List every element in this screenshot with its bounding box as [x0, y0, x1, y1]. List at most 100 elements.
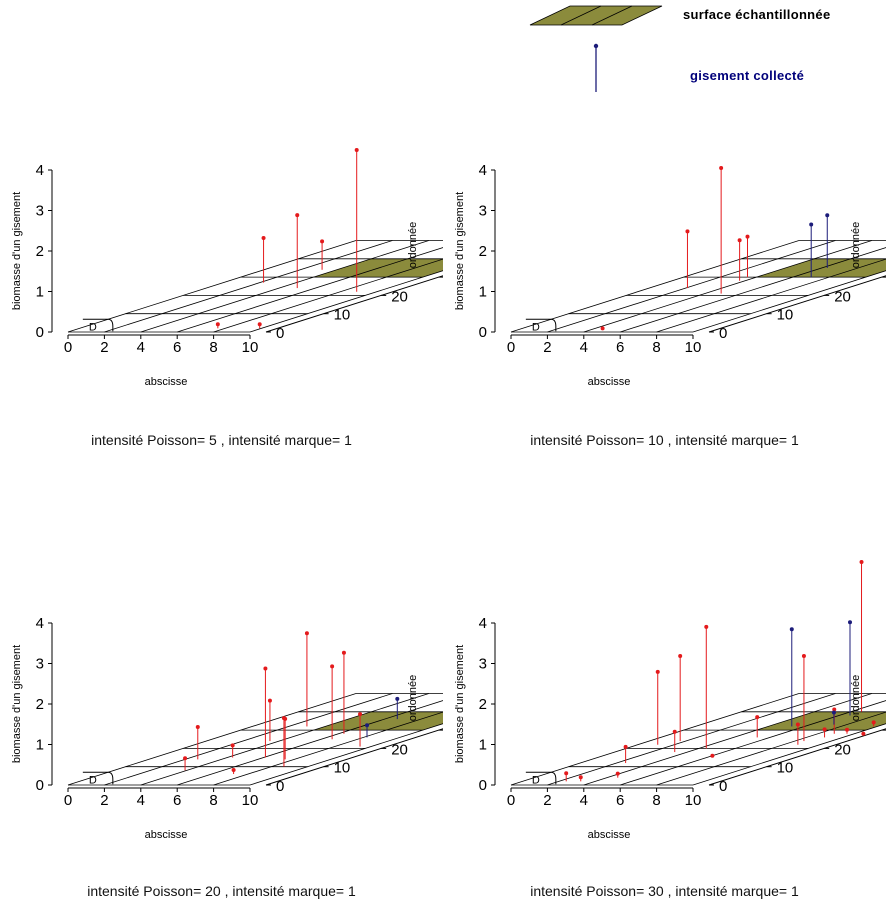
legend-graphics — [529, 5, 663, 92]
grid-line-x — [510, 240, 800, 333]
chart-caption-1: intensité Poisson= 5 , intensité marque=… — [91, 432, 352, 448]
x-axis-title: abscisse — [145, 829, 188, 841]
grid-line-x — [583, 240, 872, 333]
data-point — [859, 559, 864, 564]
grid-line-x — [104, 240, 393, 333]
y-axis-title: biomasse d'un gisement — [11, 645, 23, 763]
z-tick-label: 2 — [479, 243, 487, 260]
legend-collected-label: gisement collecté — [690, 68, 805, 83]
y-tick-label: 20 — [834, 288, 851, 305]
grid-line-x — [213, 711, 443, 786]
chart-caption-2: intensité Poisson= 10 , intensité marque… — [530, 432, 799, 448]
grid-line-x — [140, 240, 429, 333]
y-depth-axis-line — [265, 728, 443, 786]
z-tick-label: 3 — [36, 656, 44, 673]
data-point — [795, 722, 800, 727]
x-tick-label: 0 — [64, 339, 72, 356]
chart-caption-4: intensité Poisson= 30 , intensité marque… — [530, 883, 799, 899]
y-tick-label: 10 — [334, 760, 351, 777]
data-point — [655, 669, 660, 674]
y-tick-label: 10 — [334, 307, 351, 324]
data-point — [261, 236, 266, 241]
x-axis-title: abscisse — [145, 376, 188, 388]
z-axis-title: ordonnée — [850, 675, 862, 722]
region-d-label: D — [532, 321, 540, 333]
z-tick-label: 0 — [479, 777, 487, 794]
grid-line-x — [510, 693, 800, 786]
legend-swatch-divider-2 — [591, 5, 633, 26]
region-d-outline — [82, 318, 114, 332]
y-tick-label: 10 — [777, 307, 794, 324]
data-point — [755, 715, 760, 720]
data-point — [330, 664, 335, 669]
x-tick-label: 2 — [100, 792, 108, 809]
region-d-outline — [82, 771, 114, 785]
data-point — [678, 654, 683, 659]
y-tick-label: 0 — [719, 778, 727, 795]
x-tick-label: 6 — [173, 792, 181, 809]
data-point — [737, 238, 742, 243]
data-point — [267, 698, 272, 703]
data-point — [623, 744, 628, 749]
data-point — [719, 166, 724, 171]
data-point — [230, 743, 235, 748]
y-tick-label: 10 — [777, 760, 794, 777]
data-point — [704, 624, 709, 629]
data-point — [358, 712, 363, 717]
y-tick-label: 0 — [719, 325, 727, 342]
grid-line-x — [249, 270, 443, 333]
x-tick-label: 2 — [543, 792, 551, 809]
x-tick-label: 0 — [507, 339, 515, 356]
grid-line-x — [177, 247, 443, 333]
z-tick-label: 2 — [479, 696, 487, 713]
data-point — [564, 771, 569, 776]
grid-line-x — [67, 693, 357, 786]
y-axis-title: biomasse d'un gisement — [11, 192, 23, 310]
data-point — [295, 213, 300, 218]
grid-line-x — [692, 723, 886, 786]
grid-line-x — [67, 240, 357, 333]
legend-surface-label: surface échantillonnée — [683, 7, 831, 22]
region-d-outline — [525, 318, 557, 332]
x-tick-label: 10 — [242, 339, 259, 356]
data-point — [183, 756, 188, 761]
chart-panel-2: 0 1 2 3 4 biomasse d'un gisement 0 2 4 6 8 10 abscis… — [443, 0, 886, 452]
data-point — [354, 147, 359, 152]
region-d-outline — [525, 771, 557, 785]
data-point — [685, 229, 690, 234]
grid-line-x — [692, 270, 886, 333]
x-tick-label: 4 — [580, 339, 588, 356]
x-tick-label: 4 — [580, 792, 588, 809]
y-axis-title: biomasse d'un gisement — [454, 645, 466, 763]
grid-line-x — [656, 258, 886, 333]
data-point — [195, 724, 200, 729]
z-tick-label: 4 — [479, 615, 487, 632]
z-tick-label: 4 — [36, 162, 44, 179]
plot-group: 0 1 2 3 4 biomasse d'un gisement 0 2 4 6 8 10 abscis… — [454, 162, 886, 388]
region-d-label: D — [89, 321, 97, 333]
data-point — [710, 753, 715, 758]
z-tick-label: 1 — [36, 284, 44, 301]
grid-line-x — [583, 693, 872, 786]
data-point — [215, 322, 220, 327]
grid-line-x — [213, 258, 443, 333]
x-tick-label: 8 — [652, 792, 660, 809]
x-tick-label: 2 — [543, 339, 551, 356]
chart-plot-3: 0 1 2 3 4 biomasse d'un gisement 0 2 4 6 8 10 abscis… — [11, 615, 443, 841]
z-tick-label: 1 — [36, 737, 44, 754]
grid-line-x — [547, 240, 836, 333]
y-tick-label: 20 — [834, 741, 851, 758]
x-tick-label: 8 — [652, 339, 660, 356]
data-point — [304, 631, 309, 636]
data-point — [822, 727, 827, 732]
chart-plot-1: 0 1 2 3 4 biomasse d'un gisement 0 2 4 6 8 10 abscis… — [11, 147, 443, 388]
x-tick-label: 0 — [64, 792, 72, 809]
y-depth-axis-line — [708, 728, 886, 786]
data-point — [745, 234, 750, 239]
z-tick-label: 2 — [36, 696, 44, 713]
z-axis-title: ordonnée — [407, 675, 419, 722]
collected-point — [789, 627, 794, 632]
y-tick-label: 0 — [276, 778, 284, 795]
chart-panel-4: 0 1 2 3 4 biomasse d'un gisement 0 2 4 6 8 10 abscis… — [443, 452, 886, 904]
data-point — [871, 720, 876, 725]
